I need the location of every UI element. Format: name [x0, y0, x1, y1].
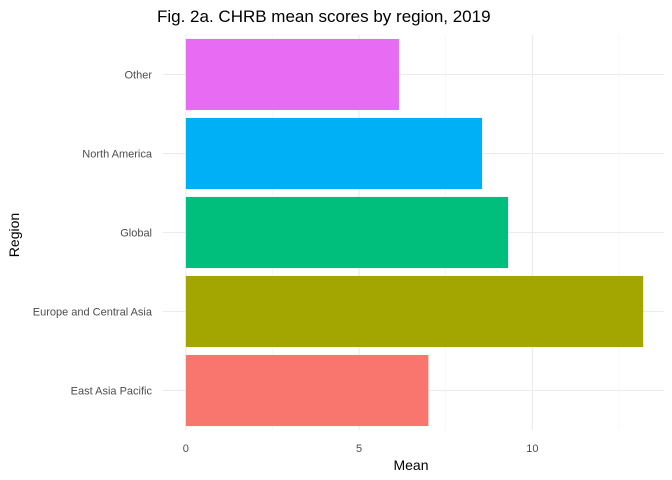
y-tick-label: North America — [82, 149, 153, 161]
bar-other — [185, 38, 399, 111]
y-tick-label: Other — [124, 70, 152, 82]
bar-east-asia-pacific — [185, 354, 429, 427]
y-tick-label: Global — [120, 228, 152, 240]
y-axis-title: Region — [6, 213, 22, 257]
y-tick-label: East Asia Pacific — [71, 386, 153, 398]
bars — [185, 38, 644, 427]
y-tick-labels: East Asia Pacific Europe and Central Asia… — [33, 70, 153, 398]
bar-north-america — [185, 117, 483, 190]
bar-europe-and-central-asia — [185, 275, 644, 348]
x-tick-label: 10 — [526, 443, 538, 455]
x-axis-title: Mean — [393, 457, 428, 473]
chart-title: Fig. 2a. CHRB mean scores by region, 201… — [157, 7, 491, 26]
y-tick-label: Europe and Central Asia — [33, 307, 153, 319]
x-tick-label: 5 — [356, 443, 362, 455]
bar-global — [185, 196, 509, 269]
x-tick-label: 0 — [183, 443, 189, 455]
x-tick-labels: 0 5 10 — [183, 443, 539, 455]
